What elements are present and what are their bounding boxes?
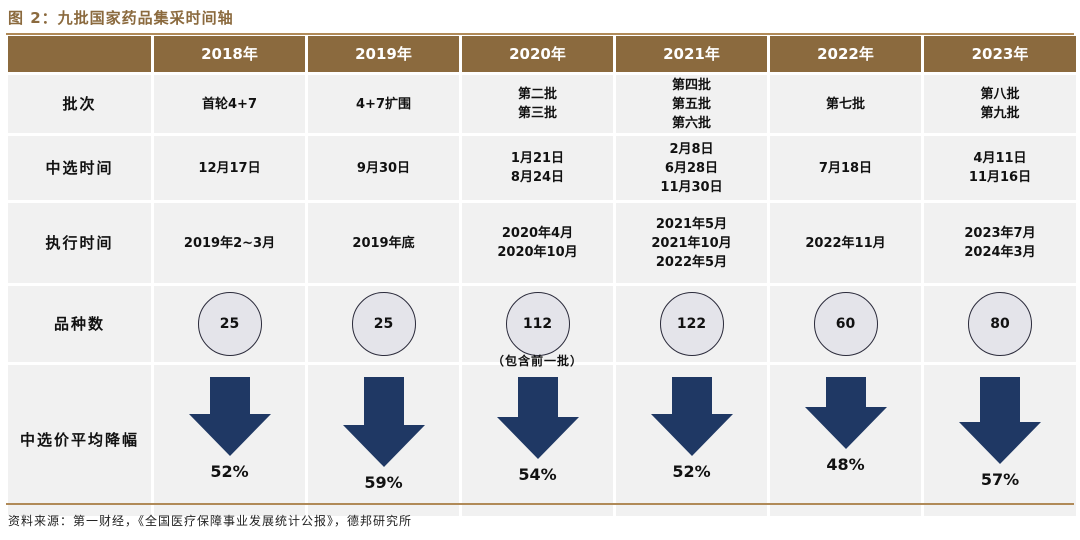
down-arrow-polygon — [959, 377, 1041, 464]
price-drop-value: 59% — [364, 473, 403, 492]
row-label-variety-count: 品种数 — [8, 286, 151, 362]
variety-note: （包含前一批） — [491, 354, 583, 368]
selection-time-cell: 1月21日 8月24日 — [462, 136, 613, 200]
batch-cell: 第四批 第五批 第六批 — [616, 75, 767, 133]
execution-time-cell: 2021年5月 2021年10月 2022年5月 — [616, 203, 767, 283]
execution-time-cell: 2023年7月 2024年3月 — [924, 203, 1076, 283]
down-arrow-icon — [959, 377, 1041, 464]
down-arrow-polygon — [189, 377, 271, 456]
year-header: 2019年 — [308, 36, 459, 72]
top-rule — [6, 33, 1074, 35]
row-label-execution-time: 执行时间 — [8, 203, 151, 283]
down-arrow-polygon — [805, 377, 887, 449]
source-note: 资料来源：第一财经，《全国医疗保障事业发展统计公报》，德邦研究所 — [8, 514, 413, 528]
count-circle: 25 — [351, 292, 416, 356]
variety-count-cell: 25 — [154, 286, 305, 362]
down-arrow-shape — [651, 377, 733, 456]
execution-time-cell: 2019年底 — [308, 203, 459, 283]
batch-cell: 第八批 第九批 — [924, 75, 1076, 133]
execution-time-cell: 2022年11月 — [770, 203, 921, 283]
selection-time-cell: 7月18日 — [770, 136, 921, 200]
price-drop-cell: 54% — [462, 365, 613, 516]
row-label-selection-time: 中选时间 — [8, 136, 151, 200]
down-arrow-polygon — [343, 377, 425, 467]
count-circle: 60 — [813, 292, 878, 356]
down-arrow-shape — [497, 377, 579, 459]
selection-time-cell: 12月17日 — [154, 136, 305, 200]
price-drop-cell: 52% — [154, 365, 305, 516]
selection-time-cell: 4月11日 11月16日 — [924, 136, 1076, 200]
year-header: 2023年 — [924, 36, 1076, 72]
down-arrow-icon — [805, 377, 887, 449]
down-arrow-polygon — [497, 377, 579, 459]
execution-time-cell: 2019年2~3月 — [154, 203, 305, 283]
variety-count-cell: 25 — [308, 286, 459, 362]
down-arrow-shape — [959, 377, 1041, 464]
price-drop-cell: 57% — [924, 365, 1076, 516]
variety-count-cell: 80 — [924, 286, 1076, 362]
price-drop-cell: 52% — [616, 365, 767, 516]
down-arrow-icon — [343, 377, 425, 467]
down-arrow-shape — [343, 377, 425, 467]
count-circle: 112 — [505, 292, 570, 356]
bottom-rule — [6, 503, 1074, 505]
row-label-batch: 批次 — [8, 75, 151, 133]
down-arrow-icon — [189, 377, 271, 456]
price-drop-value: 57% — [980, 470, 1020, 489]
figure-title: 图 2：九批国家药品集采时间轴 — [8, 9, 234, 27]
row-label-price-drop: 中选价平均降幅 — [8, 365, 151, 516]
batch-cell: 第二批 第三批 — [462, 75, 613, 133]
year-header: 2020年 — [462, 36, 613, 72]
variety-count-cell: 122 — [616, 286, 767, 362]
variety-count-cell: 60 — [770, 286, 921, 362]
down-arrow-shape — [805, 377, 887, 449]
batch-cell: 首轮4+7 — [154, 75, 305, 133]
year-header: 2018年 — [154, 36, 305, 72]
down-arrow-icon — [651, 377, 733, 456]
variety-count-cell: 112 （包含前一批） — [462, 286, 613, 368]
price-drop-value: 48% — [826, 455, 865, 474]
count-circle: 25 — [197, 292, 262, 356]
price-drop-value: 52% — [672, 462, 711, 481]
year-header: 2022年 — [770, 36, 921, 72]
year-header: 2021年 — [616, 36, 767, 72]
selection-time-cell: 9月30日 — [308, 136, 459, 200]
price-drop-value: 54% — [518, 465, 557, 484]
timeline-table: 2018年 2019年 2020年 2021年 2022年 2023年 批次 首… — [8, 36, 1076, 516]
batch-cell: 第七批 — [770, 75, 921, 133]
selection-time-cell: 2月8日 6月28日 11月30日 — [616, 136, 767, 200]
count-circle: 80 — [968, 292, 1032, 356]
down-arrow-icon — [497, 377, 579, 459]
down-arrow-polygon — [651, 377, 733, 456]
price-drop-cell: 48% — [770, 365, 921, 516]
header-corner — [8, 36, 151, 72]
count-circle: 122 — [659, 292, 724, 356]
batch-cell: 4+7扩围 — [308, 75, 459, 133]
execution-time-cell: 2020年4月 2020年10月 — [462, 203, 613, 283]
down-arrow-shape — [189, 377, 271, 456]
price-drop-value: 52% — [210, 462, 249, 481]
price-drop-cell: 59% — [308, 365, 459, 516]
